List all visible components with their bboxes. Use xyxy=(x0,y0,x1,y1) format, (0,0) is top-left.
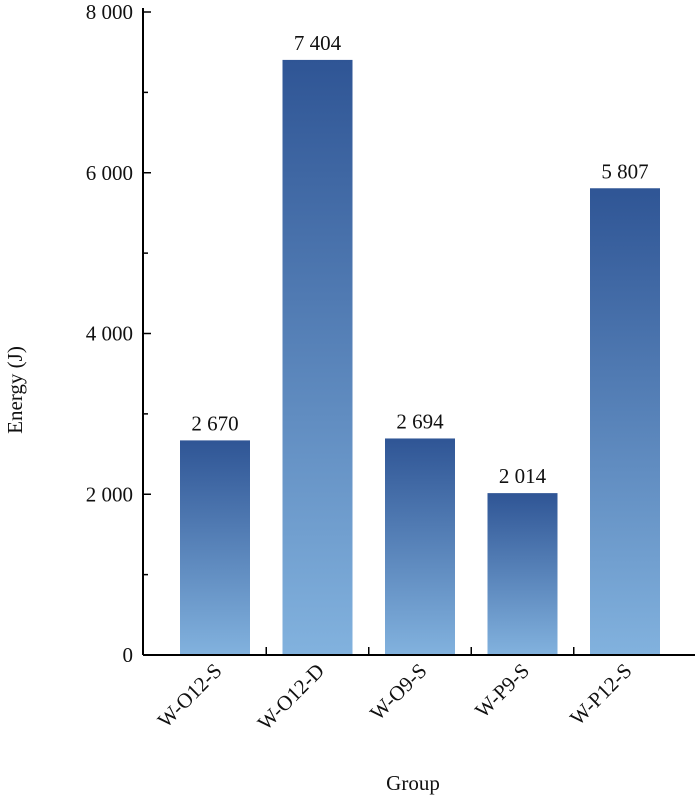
y-axis-title: Energy (J) xyxy=(3,346,27,434)
x-tick-label: W-P12-S xyxy=(565,659,636,730)
data-label: 2 694 xyxy=(396,409,444,433)
data-label: 7 404 xyxy=(294,31,342,55)
labels-layer: 2 670 7 404 2 694 2 014 5 807 0 2 000 4 000 6 00… xyxy=(86,0,649,735)
x-tick-label: W-O9-S xyxy=(365,659,431,725)
bars-layer xyxy=(180,59,660,655)
data-label: 2 014 xyxy=(499,464,547,488)
y-tick-label: 0 xyxy=(123,643,134,667)
bar-w-o12-s xyxy=(180,440,250,655)
axes-layer xyxy=(142,8,695,656)
x-tick-label: W-O12-S xyxy=(153,659,227,733)
y-tick-label: 8 000 xyxy=(86,0,133,24)
x-tick-label: W-P9-S xyxy=(470,659,534,723)
data-label: 5 807 xyxy=(601,159,648,183)
bar-w-o9-s xyxy=(385,438,455,655)
y-tick-label: 6 000 xyxy=(86,161,133,185)
x-axis-title: Group xyxy=(386,771,440,795)
bar-w-o12-d xyxy=(282,59,353,655)
y-tick-label: 2 000 xyxy=(86,482,133,506)
bar-w-p9-s xyxy=(487,493,558,655)
x-tick-label: W-O12-D xyxy=(253,659,329,735)
bar-w-p12-s xyxy=(590,188,660,655)
data-label: 2 670 xyxy=(191,411,238,435)
y-tick-label: 4 000 xyxy=(86,322,133,346)
